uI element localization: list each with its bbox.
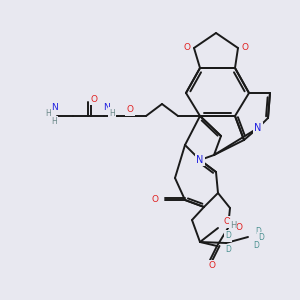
Text: O: O [183, 43, 190, 52]
Text: O: O [208, 262, 215, 271]
Text: H: H [51, 118, 57, 127]
Text: H: H [230, 220, 236, 230]
Text: N: N [51, 103, 57, 112]
Text: D: D [253, 241, 259, 250]
Text: D: D [258, 233, 264, 242]
Text: N: N [254, 123, 262, 133]
Text: D: D [255, 226, 261, 236]
Text: O: O [236, 224, 243, 232]
Text: N: N [196, 155, 204, 165]
Text: N: N [103, 103, 110, 112]
Text: O: O [91, 94, 98, 103]
Text: H: H [45, 109, 51, 118]
Text: D: D [225, 232, 231, 241]
Text: O: O [242, 43, 249, 52]
Text: O: O [127, 106, 134, 115]
Text: O: O [151, 196, 158, 205]
Text: O: O [223, 218, 230, 226]
Text: H: H [109, 109, 115, 118]
Text: D: D [225, 245, 231, 254]
